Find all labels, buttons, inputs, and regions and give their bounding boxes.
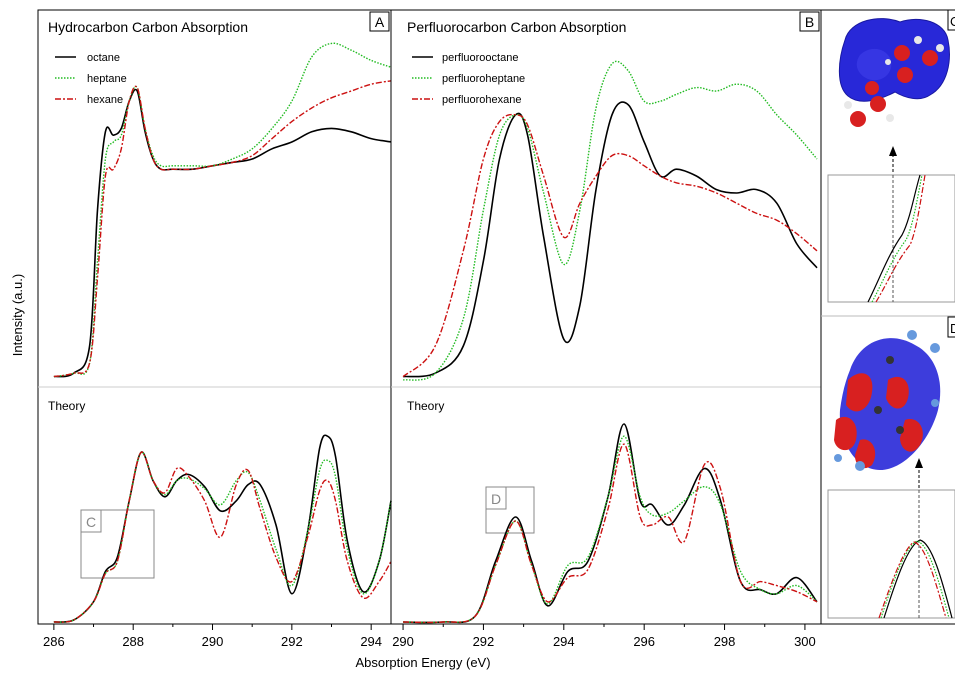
inset-c-zoom-plot <box>827 174 955 303</box>
inset-c-hexane-curve <box>875 174 926 303</box>
x-tick-label-b-298: 298 <box>714 634 736 649</box>
y-axis-label: Intensity (a.u.) <box>10 274 25 356</box>
x-tick-label-b-300: 300 <box>794 634 816 649</box>
panel-b: Perfluorocarbon Carbon Absorption B perf… <box>390 9 822 649</box>
inset-c-arrow <box>889 146 897 172</box>
region-box-c-tab <box>80 509 102 533</box>
inset-d-letter: D <box>950 321 955 336</box>
region-box-d <box>485 486 535 534</box>
legend-label-heptane: heptane <box>87 73 127 85</box>
panel-b-letter: B <box>805 14 814 30</box>
panel-b-title: Perfluorocarbon Carbon Absorption <box>407 19 626 35</box>
series-line-a-exp-octane <box>53 88 392 378</box>
series-line-a-th-heptane <box>53 451 392 623</box>
series-line-a-exp-hexane <box>53 80 392 378</box>
plot-b-experiment <box>402 60 818 381</box>
series-line-b-th-perfluoroheptane <box>403 435 818 624</box>
plot-a-experiment <box>53 42 392 378</box>
x-tick-label-b-290: 290 <box>392 634 414 649</box>
series-line-b-exp-perfluoroheptane <box>402 60 818 381</box>
region-box-d-label: D <box>491 491 501 507</box>
series-line-b-exp-perfluorooctane <box>403 101 818 378</box>
panel-a-letter: A <box>375 14 385 30</box>
inset-column: C D <box>820 9 955 625</box>
series-line-b-th-perfluorohexane <box>403 443 818 624</box>
region-box-c-label: C <box>86 514 96 530</box>
inset-c-octane-curve <box>867 174 921 303</box>
inset-d-heptane-curve <box>880 540 950 619</box>
panel-a-title: Hydrocarbon Carbon Absorption <box>48 19 248 35</box>
panel-b-letter-box <box>799 11 820 32</box>
panel-a-letter-box <box>369 11 390 32</box>
molecule-orbital-image-d: D <box>834 316 955 471</box>
x-tick-label-a-292: 292 <box>281 634 303 649</box>
panel-b-theory-label: Theory <box>407 399 444 413</box>
plot-b-theory <box>403 423 818 624</box>
x-tick-label-b-294: 294 <box>553 634 575 649</box>
inset-c-letter: C <box>950 14 955 29</box>
region-box-c <box>80 509 155 579</box>
plot-a-theory <box>53 434 392 623</box>
series-line-a-th-octane <box>53 434 392 623</box>
inset-d-hexane-curve <box>878 541 947 619</box>
legend-label-perfluorohexane: perfluorohexane <box>442 94 522 106</box>
x-tick-label-a-290: 290 <box>202 634 224 649</box>
x-tick-label-a-294: 294 <box>360 634 382 649</box>
x-tick-label-b-292: 292 <box>473 634 495 649</box>
legend-label-perfluorooctane: perfluorooctane <box>442 52 518 64</box>
x-axis-ticks-a: 286 288 290 292 294 <box>43 624 382 649</box>
x-tick-label-b-296: 296 <box>633 634 655 649</box>
legend-label-octane: octane <box>87 52 120 64</box>
region-box-d-tab <box>485 486 507 510</box>
x-tick-label-a-286: 286 <box>43 634 65 649</box>
series-line-b-exp-perfluorohexane <box>402 113 818 378</box>
series-line-a-th-hexane <box>53 451 392 623</box>
panel-a: Hydrocarbon Carbon Absorption A octane h… <box>37 9 392 649</box>
inset-column-frame <box>820 9 955 625</box>
x-axis-ticks-b: 290 292 294 296 298 300 <box>392 624 816 649</box>
molecule-orbital-image-c: C <box>838 9 955 127</box>
inset-d-arrow <box>915 458 923 488</box>
x-axis-label: Absorption Energy (eV) <box>355 655 490 670</box>
inset-c-heptane-curve <box>871 174 923 303</box>
inset-d-octane-curve <box>883 539 953 619</box>
inset-d-zoom-plot <box>827 489 955 619</box>
legend-label-perfluoroheptane: perfluoroheptane <box>442 73 525 85</box>
series-line-b-th-perfluorooctane <box>403 423 818 624</box>
panel-a-theory-label: Theory <box>48 399 85 413</box>
legend-label-hexane: hexane <box>87 94 123 106</box>
x-tick-label-a-288: 288 <box>122 634 144 649</box>
